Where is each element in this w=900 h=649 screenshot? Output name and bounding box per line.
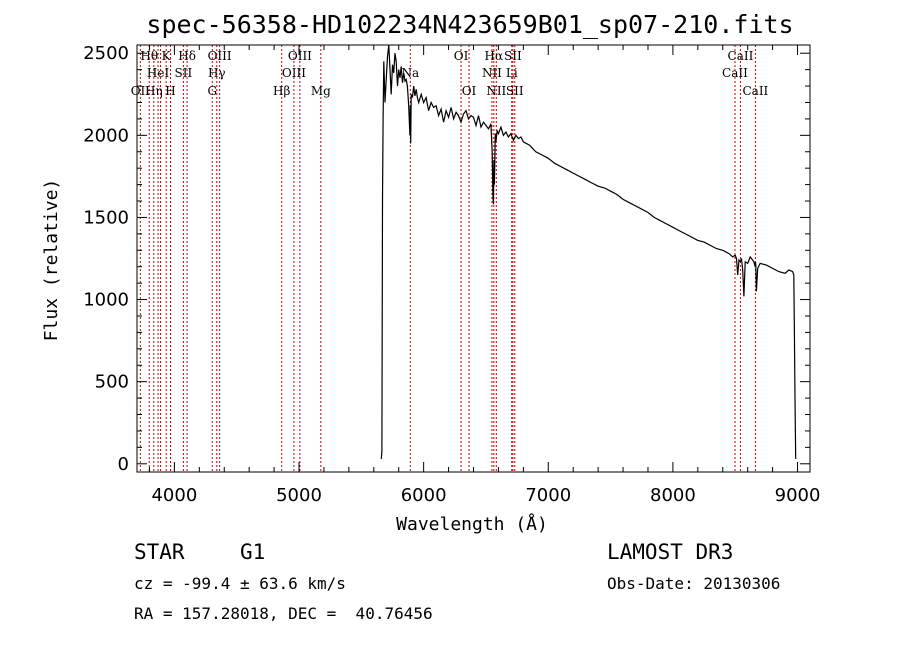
spectral-line-label: K	[162, 49, 172, 63]
survey-name: LAMOST DR3	[607, 540, 734, 564]
x-tick-label: 4000	[151, 485, 197, 506]
spectral-line-label: Hγ	[208, 66, 226, 80]
spectral-line-markers	[139, 45, 756, 472]
spectral-line-label: Hα	[485, 49, 504, 63]
spectral-line-label: Li	[506, 66, 518, 80]
spectral-line-label: OI	[462, 84, 477, 98]
x-tick-label: 9000	[775, 485, 821, 506]
spectral-line-label: Mg	[311, 84, 331, 98]
spectral-line-label: Hδ	[178, 49, 196, 63]
spectral-line-label: SII	[175, 66, 193, 80]
spectral-line-label: NII	[482, 66, 502, 80]
spectral-line-labels: OIIHθHηHeIKHSIIHδGHγOIIIHβOIIIOIIIMgNaOI…	[131, 49, 769, 98]
spectral-line-label: CaII	[722, 66, 748, 80]
y-tick-label: 0	[118, 454, 129, 475]
spectral-line-label: HeI	[147, 66, 170, 80]
y-tick-label: 1500	[83, 207, 129, 228]
x-tick-label: 5000	[276, 485, 322, 506]
y-tick-label: 1000	[83, 290, 129, 311]
object-class: STAR	[134, 540, 185, 564]
x-tick-label: 6000	[401, 485, 447, 506]
y-tick-label: 2500	[83, 43, 129, 64]
y-tick-label: 500	[95, 372, 129, 393]
spectral-line-label: SII	[506, 84, 524, 98]
redshift-velocity: cz = -99.4 ± 63.6 km/s	[134, 574, 346, 593]
observation-date: Obs-Date: 20130306	[607, 574, 781, 593]
chart-title: spec-56358-HD102234N423659B01_sp07-210.f…	[146, 10, 793, 39]
spectral-line-label: NII	[486, 84, 506, 98]
object-subclass: G1	[240, 540, 266, 564]
spectral-line-label: G	[207, 84, 217, 98]
spectral-line-label: Hβ	[273, 84, 290, 98]
spectral-line-label: Na	[401, 66, 419, 80]
spectral-line-label: CaII	[728, 49, 754, 63]
axis-ticks: 4000 5000 6000 7000 8000 9000 0 500 1000 1500 2000…	[83, 43, 820, 506]
spectrum-series-line	[380, 44, 797, 459]
spectral-line-label: OIII	[208, 49, 232, 63]
x-axis-label: Wavelength (Å)	[396, 513, 548, 535]
spectral-line-label: Hθ	[140, 49, 158, 63]
spectral-line-label: OIII	[282, 66, 306, 80]
spectral-line-label: OII	[131, 84, 151, 98]
spectral-line-label: OIII	[288, 49, 312, 63]
spectral-line-label: H	[165, 84, 175, 98]
x-tick-label: 7000	[525, 485, 571, 506]
plot-frame	[136, 44, 811, 473]
y-axis-label: Flux (relative)	[41, 179, 62, 342]
spectral-line-label: SII	[504, 49, 522, 63]
x-tick-label: 8000	[650, 485, 696, 506]
spectral-line-label: CaII	[742, 84, 768, 98]
spectral-line-label: OI	[454, 49, 469, 63]
sky-coordinates: RA = 157.28018, DEC = 40.76456	[134, 604, 433, 623]
y-tick-label: 2000	[83, 125, 129, 146]
spectral-line-label: Hη	[145, 84, 163, 98]
